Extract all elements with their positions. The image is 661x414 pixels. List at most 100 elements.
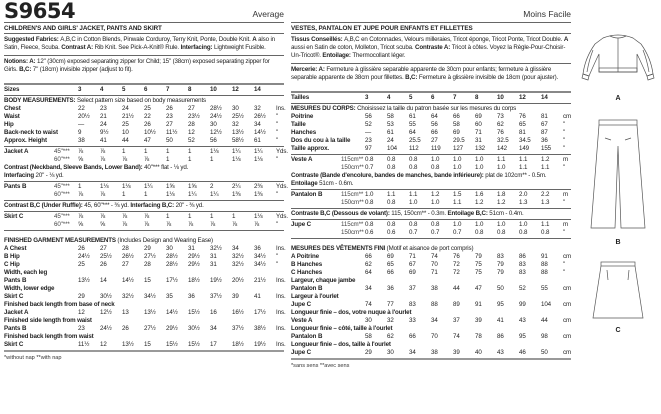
row-label <box>4 191 54 199</box>
section-heading: Longueur finie – dos, votre nuque à l'ou… <box>291 309 571 317</box>
cell-value: 1 <box>144 191 148 198</box>
unit: " <box>563 121 566 128</box>
unit: " <box>276 129 279 136</box>
heading-bold: MESURES DU CORPS: <box>291 105 356 112</box>
cell-value: ⅞ <box>100 148 106 155</box>
table-row: Dos du cou à la taille 23 24 25.5 27 29.5 31 32… <box>291 137 571 145</box>
cell-value: ⅝ <box>78 221 84 228</box>
cell-value: ⅞ <box>144 156 150 163</box>
cell-value: 50 <box>166 137 173 144</box>
cell-value: 1.2 <box>541 156 550 163</box>
yardage-note: Contraste B,C (Dessous de volant): 115, … <box>291 210 571 218</box>
cell-value: 15 <box>144 341 151 348</box>
cell-value: 37 <box>453 317 460 324</box>
pattern-subtitle: CHILDREN'S AND GIRLS' JACKET, PANTS AND … <box>4 22 284 33</box>
unit: " <box>563 164 566 171</box>
cell-value: 1 <box>166 156 170 163</box>
cell-value: 72 <box>453 261 460 268</box>
cell-value: 99 <box>519 301 526 308</box>
fabric-width <box>54 293 78 301</box>
cell-value: 0.8 <box>387 156 396 163</box>
row-label: Taille approx. <box>291 145 330 152</box>
row-label: Chest <box>4 105 21 112</box>
row-label <box>291 164 341 172</box>
table-row: 150cm** 0.6 0.6 0.7 0.7 0.7 0.8 0.8 0.8 0.8 " <box>291 229 571 237</box>
cell-value: 0.6 <box>365 229 374 236</box>
cell-value: 0.8 <box>365 221 374 228</box>
cell-value: 66 <box>453 113 460 120</box>
cell-value: 2.0 <box>519 191 528 198</box>
cell-value: 88 <box>541 269 548 276</box>
cell-value: 43 <box>519 317 526 324</box>
cell-value: 1 <box>122 191 126 198</box>
cell-value: 1 <box>166 213 170 220</box>
text-segment: A,B,C en Cotonnades, Velours milleraies,… <box>344 36 564 43</box>
cell-value: 24½ <box>210 113 222 120</box>
table-row: C Hip 25 26 27 28 28½ 29½ 31 32½ 34½ " <box>4 261 284 269</box>
heading-bold: Interfacing <box>4 172 34 179</box>
fabric-width <box>54 245 78 253</box>
unit: Ins. <box>276 277 286 284</box>
row-label: Pantalon B <box>291 333 323 340</box>
cell-value: 66 <box>431 129 438 136</box>
cell-value: 37½ <box>232 325 244 332</box>
row-label: Hip <box>4 121 14 128</box>
cell-value: ⅞ <box>254 221 260 228</box>
text-segment: Rib Knit. See Pick-A-Knit® Rule. <box>94 44 181 51</box>
table-row: Taille 52 53 55 56 58 60 62 65 67 " <box>291 121 571 129</box>
cell-value: 13½ <box>232 129 244 136</box>
cell-value: 40 <box>475 349 482 356</box>
cell-value: 4 <box>387 94 391 101</box>
cell-value: 34 <box>232 245 239 252</box>
cell-value: 52 <box>188 137 195 144</box>
cell-value: ⅞ <box>78 148 84 155</box>
unit: " <box>276 156 279 163</box>
cell-value: 1¼ <box>188 191 197 198</box>
cell-value: 1.1 <box>519 164 528 171</box>
row-label: Approx. Height <box>4 137 47 144</box>
cell-value: 0.8 <box>431 164 440 171</box>
cell-value: 58 <box>365 333 372 340</box>
cell-value: 1.0 <box>497 221 506 228</box>
heading-text: (Includes Design and Wearing Ease) <box>115 237 213 244</box>
row-label: Pantalon B <box>291 285 323 292</box>
cell-value: 132 <box>475 145 486 152</box>
table-row: B Hanches 62 65 67 70 72 75 79 83 88 " <box>291 261 571 269</box>
section-heading: Width, lower edge <box>4 285 284 293</box>
heading-bold: Finished back length from waist <box>4 333 94 340</box>
cell-value: 75 <box>475 261 482 268</box>
unit: Ins. <box>276 105 286 112</box>
cell-value: 10½ <box>144 129 156 136</box>
cell-value: 83 <box>497 253 504 260</box>
cell-value: 17½ <box>254 309 266 316</box>
cell-value: 26 <box>122 325 129 332</box>
row-label: Poitrine <box>291 113 314 120</box>
cell-value: 81 <box>541 113 548 120</box>
cell-value: 27 <box>100 245 107 252</box>
cell-value: 66 <box>387 269 394 276</box>
notions: Notions: A: 12" (30cm) exposed separatin… <box>4 55 284 77</box>
table-row: Jacket A 45"*** ⅞ ⅞ 1 1 1 1 1⅛ 1¼ 1¼ Yds. <box>4 148 288 156</box>
cell-value: 1.1 <box>497 156 506 163</box>
cell-value: 22 <box>78 105 85 112</box>
cell-value: 73 <box>497 113 504 120</box>
cell-value: 1⅛ <box>122 183 131 190</box>
unit <box>563 94 571 102</box>
cell-value: 1 <box>144 148 148 155</box>
cell-value: 2 <box>210 183 214 190</box>
fabric-width <box>341 113 365 121</box>
row-label <box>4 156 54 164</box>
heading-bold: FINISHED GARMENT MEASUREMENTS <box>4 237 116 244</box>
cell-value: 38½ <box>254 325 266 332</box>
cell-value: 74 <box>453 333 460 340</box>
table-row: Jupe C 29 30 34 38 39 40 43 46 50 cm <box>291 349 571 357</box>
cell-value: 34 <box>210 325 217 332</box>
unit: Ins. <box>276 309 286 316</box>
cell-value: 0.8 <box>409 164 418 171</box>
fabric-width <box>54 121 78 129</box>
row-label: C Hip <box>4 261 20 268</box>
cell-value: 83 <box>409 301 416 308</box>
cell-value: 29½ <box>166 325 178 332</box>
cell-value: 69 <box>409 269 416 276</box>
fabric-width <box>341 145 365 153</box>
